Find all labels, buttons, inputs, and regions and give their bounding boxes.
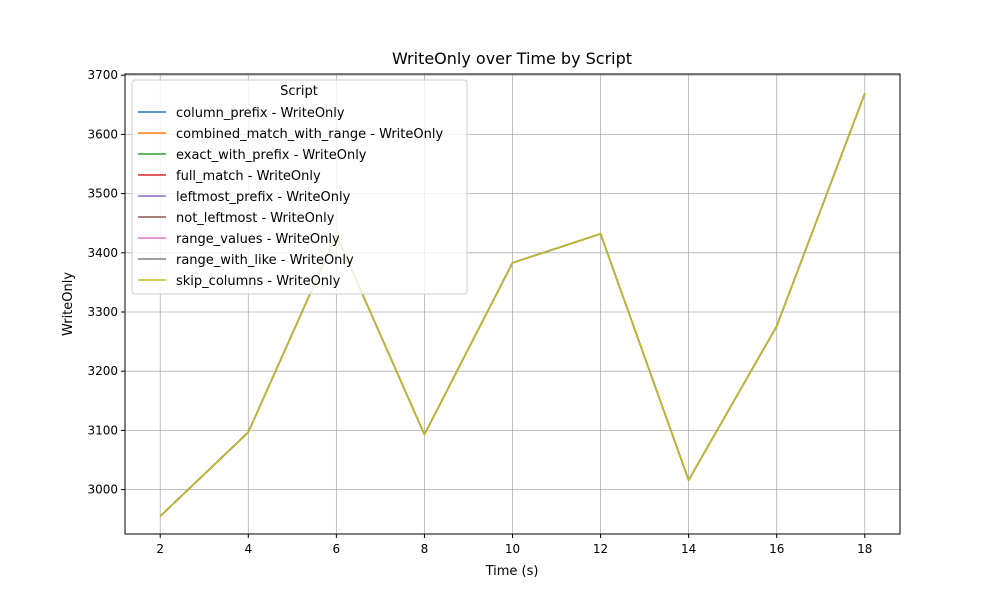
legend-entry-label: full_match - WriteOnly	[176, 169, 321, 184]
y-tick-label: 3400	[87, 246, 118, 260]
y-axis-ticks: 3000 3100 3200 3300 3400 3500 3600 3700	[87, 68, 125, 497]
y-tick-label: 3000	[87, 483, 118, 497]
legend-entry-label: skip_columns - WriteOnly	[176, 274, 341, 289]
y-tick-label: 3500	[87, 187, 118, 201]
x-tick-label: 8	[421, 542, 429, 556]
x-tick-label: 10	[505, 542, 520, 556]
legend-box	[131, 79, 468, 295]
x-axis-label: Time (s)	[485, 564, 539, 579]
chart-title: WriteOnly over Time by Script	[392, 49, 632, 68]
y-tick-label: 3700	[87, 68, 118, 82]
x-tick-label: 16	[769, 542, 784, 556]
legend-entry-label: range_with_like - WriteOnly	[176, 253, 354, 268]
legend-items: column_prefix - WriteOnly combined_match_…	[138, 106, 443, 289]
y-axis-label: WriteOnly	[61, 272, 76, 336]
legend-entry-label: exact_with_prefix - WriteOnly	[176, 148, 367, 163]
y-tick-label: 3100	[87, 423, 118, 437]
y-tick-label: 3200	[87, 364, 118, 378]
legend: Script column_prefix - WriteOnly combined…	[131, 79, 468, 295]
legend-entry-label: leftmost_prefix - WriteOnly	[176, 190, 351, 205]
legend-entry-label: range_values - WriteOnly	[176, 232, 340, 247]
x-tick-label: 6	[333, 542, 341, 556]
series-lines	[159, 93, 866, 517]
legend-entry-label: not_leftmost - WriteOnly	[176, 211, 335, 226]
legend-entry-label: combined_match_with_range - WriteOnly	[176, 127, 443, 142]
series-line-skip-columns	[159, 93, 866, 517]
x-tick-label: 18	[857, 542, 872, 556]
y-tick-label: 3600	[87, 127, 118, 141]
legend-entry-label: column_prefix - WriteOnly	[176, 106, 345, 121]
x-tick-label: 2	[156, 542, 164, 556]
x-tick-label: 4	[244, 542, 252, 556]
x-tick-label: 14	[681, 542, 696, 556]
x-tick-label: 12	[593, 542, 608, 556]
x-axis-ticks: 2 4 6 8 10 12 14 16 18	[156, 534, 872, 556]
legend-title: Script	[280, 84, 318, 99]
y-tick-label: 3300	[87, 305, 118, 319]
